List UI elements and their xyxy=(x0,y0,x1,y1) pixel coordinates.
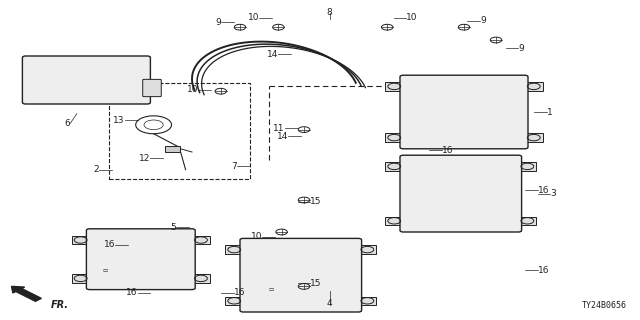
Text: 15: 15 xyxy=(310,197,322,206)
Text: 14: 14 xyxy=(267,50,278,59)
Bar xyxy=(385,82,403,91)
Text: 9: 9 xyxy=(518,44,524,52)
FancyBboxPatch shape xyxy=(143,79,161,97)
Text: 16: 16 xyxy=(442,146,453,155)
Bar xyxy=(525,82,543,91)
Text: 13: 13 xyxy=(113,116,125,124)
Bar xyxy=(72,274,90,283)
Bar xyxy=(109,83,250,179)
FancyBboxPatch shape xyxy=(240,238,362,312)
Text: 5: 5 xyxy=(170,223,176,232)
FancyBboxPatch shape xyxy=(400,75,528,149)
Bar xyxy=(518,217,536,225)
Text: 9: 9 xyxy=(215,18,221,27)
Text: 4: 4 xyxy=(327,300,332,308)
Text: TY24B0656: TY24B0656 xyxy=(582,301,627,310)
FancyBboxPatch shape xyxy=(400,155,522,232)
Bar xyxy=(525,133,543,142)
Bar xyxy=(225,245,243,254)
Text: FR.: FR. xyxy=(51,300,69,310)
Text: 12: 12 xyxy=(139,154,150,163)
Bar xyxy=(358,245,376,254)
Bar xyxy=(518,162,536,171)
Text: 9: 9 xyxy=(480,16,486,25)
Text: 10: 10 xyxy=(248,13,259,22)
Text: 7: 7 xyxy=(231,162,237,171)
Text: 10: 10 xyxy=(187,85,198,94)
Text: 1: 1 xyxy=(547,108,553,116)
Bar xyxy=(72,236,90,244)
Text: 16: 16 xyxy=(104,240,115,249)
Text: 2: 2 xyxy=(93,165,99,174)
Bar xyxy=(358,297,376,305)
Text: 10: 10 xyxy=(251,232,262,241)
Text: 16: 16 xyxy=(538,186,549,195)
Text: ▭: ▭ xyxy=(269,287,274,292)
Text: 10: 10 xyxy=(406,13,418,22)
Bar xyxy=(385,217,403,225)
Text: 11: 11 xyxy=(273,124,285,132)
Text: 15: 15 xyxy=(310,279,322,288)
Text: 16: 16 xyxy=(126,288,138,297)
Bar xyxy=(385,162,403,171)
Bar xyxy=(385,133,403,142)
FancyBboxPatch shape xyxy=(22,56,150,104)
FancyArrow shape xyxy=(12,286,42,301)
Bar xyxy=(165,146,180,152)
Text: 8: 8 xyxy=(327,8,332,17)
Bar xyxy=(192,274,210,283)
Text: ▭: ▭ xyxy=(102,268,108,273)
FancyBboxPatch shape xyxy=(86,229,195,290)
Text: 16: 16 xyxy=(538,266,549,275)
Bar xyxy=(225,297,243,305)
Text: 16: 16 xyxy=(234,288,245,297)
Text: 14: 14 xyxy=(276,132,288,140)
Text: 6: 6 xyxy=(65,119,70,128)
Text: 3: 3 xyxy=(550,189,556,198)
Bar xyxy=(192,236,210,244)
